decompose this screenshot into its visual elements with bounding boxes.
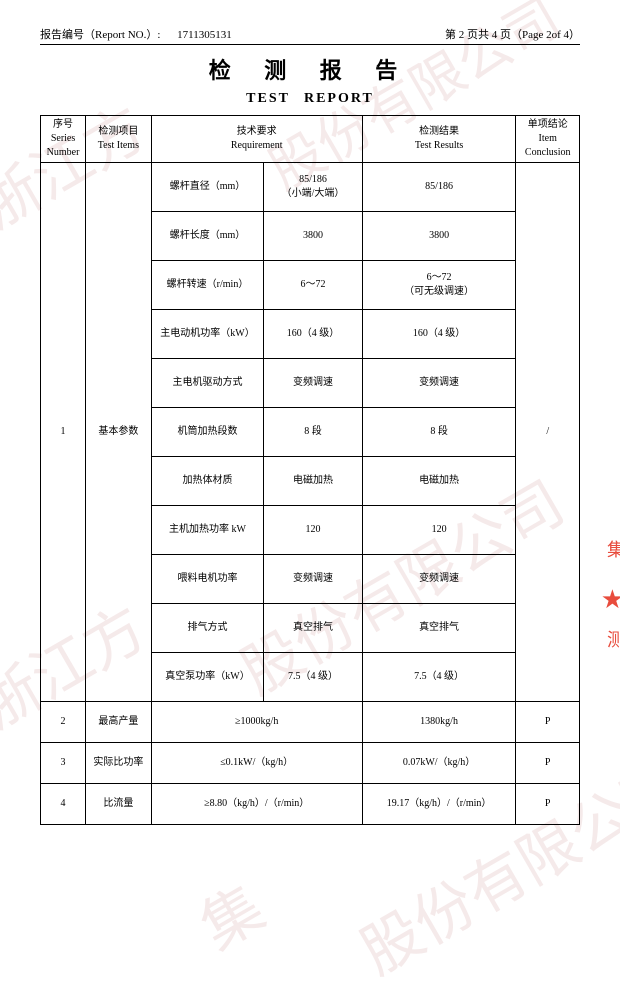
requirement: 85/186 （小端/大端） — [264, 163, 362, 212]
test-item: 基本参数 — [86, 163, 152, 702]
result: 电磁加热 — [362, 457, 516, 506]
result: 19.17（kg/h）/（r/min） — [362, 784, 516, 825]
result: 6～72 （可无级调速） — [362, 261, 516, 310]
param-name: 主机加热功率 kW — [151, 506, 264, 555]
test-item: 实际比功率 — [86, 743, 152, 784]
col-conclusion: 单项结论 Item Conclusion — [516, 116, 580, 163]
requirement: 变频调速 — [264, 359, 362, 408]
result: 3800 — [362, 212, 516, 261]
series-no: 4 — [41, 784, 86, 825]
requirement: 120 — [264, 506, 362, 555]
report-no-label: 报告编号（Report NO.）: — [40, 29, 160, 41]
result: 变频调速 — [362, 555, 516, 604]
requirement: ≥8.80（kg/h）/（r/min） — [151, 784, 362, 825]
param-name: 螺杆直径（mm） — [151, 163, 264, 212]
col-requirement: 技术要求 Requirement — [151, 116, 362, 163]
requirement: ≥1000kg/h — [151, 702, 362, 743]
param-name: 螺杆转速（r/min） — [151, 261, 264, 310]
requirement: 3800 — [264, 212, 362, 261]
requirement: 7.5（4 级） — [264, 653, 362, 702]
param-name: 主电机驱动方式 — [151, 359, 264, 408]
param-name: 真空泵功率（kW） — [151, 653, 264, 702]
requirement: 真空排气 — [264, 604, 362, 653]
conclusion: / — [516, 163, 580, 702]
table-row: 2 最高产量 ≥1000kg/h 1380kg/h P — [41, 702, 580, 743]
seal-fragment: 集 — [602, 540, 620, 558]
page-indicator: 第 2 页共 4 页（Page 2of 4） — [445, 26, 580, 42]
result: 真空排气 — [362, 604, 516, 653]
conclusion: P — [516, 784, 580, 825]
seal-fragment: 测 — [602, 630, 620, 648]
col-results: 检测结果 Test Results — [362, 116, 516, 163]
report-table: 序号 Series Number 检测项目 Test Items 技术要求 Re… — [40, 115, 580, 825]
title-en: TESTREPORT — [40, 91, 580, 107]
conclusion: P — [516, 702, 580, 743]
title-cn: 检 测 报 告 — [40, 53, 580, 85]
result: 7.5（4 级） — [362, 653, 516, 702]
requirement: 160（4 级） — [264, 310, 362, 359]
page-header: 报告编号（Report NO.）: 1711305131 第 2 页共 4 页（… — [40, 26, 580, 45]
result: 160（4 级） — [362, 310, 516, 359]
series-no: 3 — [41, 743, 86, 784]
series-no: 2 — [41, 702, 86, 743]
result: 0.07kW/（kg/h） — [362, 743, 516, 784]
table-row: 1 基本参数 螺杆直径（mm） 85/186 （小端/大端） 85/186 / — [41, 163, 580, 212]
param-name: 喂料电机功率 — [151, 555, 264, 604]
result: 8 段 — [362, 408, 516, 457]
requirement: 6～72 — [264, 261, 362, 310]
result: 85/186 — [362, 163, 516, 212]
table-header-row: 序号 Series Number 检测项目 Test Items 技术要求 Re… — [41, 116, 580, 163]
col-item: 检测项目 Test Items — [86, 116, 152, 163]
requirement: 变频调速 — [264, 555, 362, 604]
test-item: 最高产量 — [86, 702, 152, 743]
param-name: 排气方式 — [151, 604, 264, 653]
param-name: 加热体材质 — [151, 457, 264, 506]
result: 变频调速 — [362, 359, 516, 408]
requirement: 电磁加热 — [264, 457, 362, 506]
result: 120 — [362, 506, 516, 555]
conclusion: P — [516, 743, 580, 784]
table-row: 4 比流量 ≥8.80（kg/h）/（r/min） 19.17（kg/h）/（r… — [41, 784, 580, 825]
param-name: 机筒加热段数 — [151, 408, 264, 457]
series-no: 1 — [41, 163, 86, 702]
requirement: ≤0.1kW/（kg/h） — [151, 743, 362, 784]
requirement: 8 段 — [264, 408, 362, 457]
table-row: 3 实际比功率 ≤0.1kW/（kg/h） 0.07kW/（kg/h） P — [41, 743, 580, 784]
col-series: 序号 Series Number — [41, 116, 86, 163]
test-item: 比流量 — [86, 784, 152, 825]
report-no: 1711305131 — [177, 29, 232, 41]
result: 1380kg/h — [362, 702, 516, 743]
seal-star: ★ — [601, 585, 620, 615]
param-name: 主电动机功率（kW） — [151, 310, 264, 359]
param-name: 螺杆长度（mm） — [151, 212, 264, 261]
